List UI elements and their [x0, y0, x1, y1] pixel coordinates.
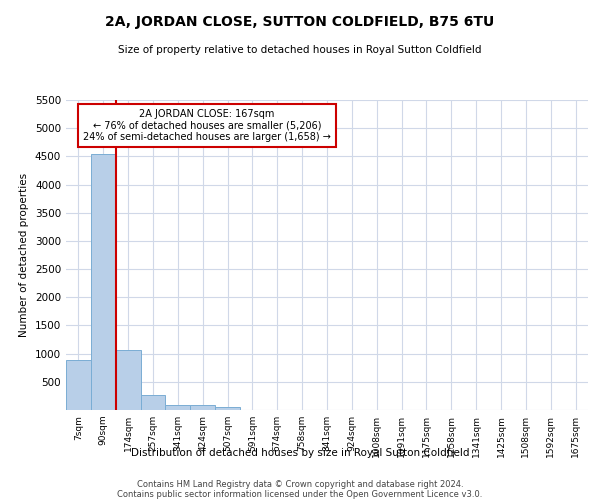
Text: Contains public sector information licensed under the Open Government Licence v3: Contains public sector information licen… — [118, 490, 482, 499]
Text: Size of property relative to detached houses in Royal Sutton Coldfield: Size of property relative to detached ho… — [118, 45, 482, 55]
Bar — [215, 407, 240, 410]
Bar — [166, 405, 190, 410]
Bar — [91, 154, 116, 410]
Y-axis label: Number of detached properties: Number of detached properties — [19, 173, 29, 337]
Text: 2A JORDAN CLOSE: 167sqm
← 76% of detached houses are smaller (5,206)
24% of semi: 2A JORDAN CLOSE: 167sqm ← 76% of detache… — [83, 110, 331, 142]
Text: 2A, JORDAN CLOSE, SUTTON COLDFIELD, B75 6TU: 2A, JORDAN CLOSE, SUTTON COLDFIELD, B75 … — [106, 15, 494, 29]
Bar — [190, 406, 215, 410]
Bar — [66, 360, 91, 410]
Text: Distribution of detached houses by size in Royal Sutton Coldfield: Distribution of detached houses by size … — [131, 448, 469, 458]
Text: Contains HM Land Registry data © Crown copyright and database right 2024.: Contains HM Land Registry data © Crown c… — [137, 480, 463, 489]
Bar — [116, 350, 140, 410]
Bar — [140, 394, 166, 410]
